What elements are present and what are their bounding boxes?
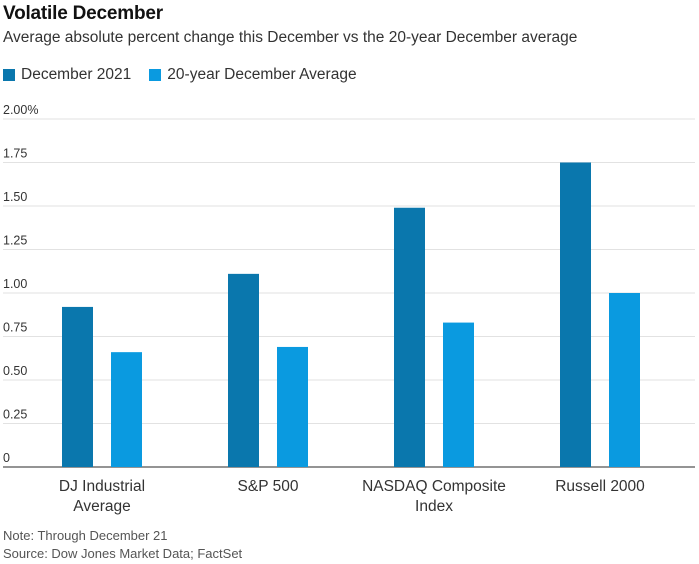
bar-december-2021	[394, 207, 425, 468]
legend: December 2021 20-year December Average	[3, 66, 375, 84]
chart-note: Note: Through December 21	[3, 528, 168, 543]
y-tick-label: 1.75	[3, 147, 27, 161]
y-tick-label: 0.25	[3, 408, 27, 422]
y-tick-label: 1.50	[3, 190, 27, 204]
y-tick-label: 1.25	[3, 234, 27, 248]
bar-december-2021	[62, 306, 93, 467]
x-tick-label: Russell 2000	[555, 478, 645, 495]
bar-december-2021	[560, 162, 591, 467]
y-tick-label: 2.00%	[3, 103, 38, 117]
y-tick-label: 1.00	[3, 277, 27, 291]
chart-source: Source: Dow Jones Market Data; FactSet	[3, 546, 243, 561]
chart-title: Volatile December	[3, 3, 163, 24]
legend-swatch-20-year-average	[149, 69, 162, 81]
bar-20-year-average	[443, 322, 474, 467]
bar-20-year-average	[277, 346, 308, 467]
bar-december-2021	[228, 273, 259, 467]
legend-item-20-year-average: 20-year December Average	[149, 66, 357, 84]
legend-label-december-2021: December 2021	[21, 66, 132, 83]
x-tick-label: NASDAQ Composite Index	[362, 478, 506, 515]
x-tick-label: S&P 500	[238, 478, 299, 495]
y-tick-label: 0.50	[3, 364, 27, 378]
bar-20-year-average	[111, 352, 142, 467]
x-tick-label: DJ Industrial Average	[59, 478, 145, 515]
chart-subtitle: Average absolute percent change this Dec…	[3, 29, 578, 46]
y-tick-label: 0.75	[3, 321, 27, 335]
bar-20-year-average	[609, 293, 640, 467]
legend-item-december-2021: December 2021	[3, 66, 131, 84]
legend-label-20-year-average: 20-year December Average	[167, 66, 357, 83]
legend-swatch-december-2021	[3, 69, 15, 81]
y-tick-label: 0	[3, 451, 10, 465]
